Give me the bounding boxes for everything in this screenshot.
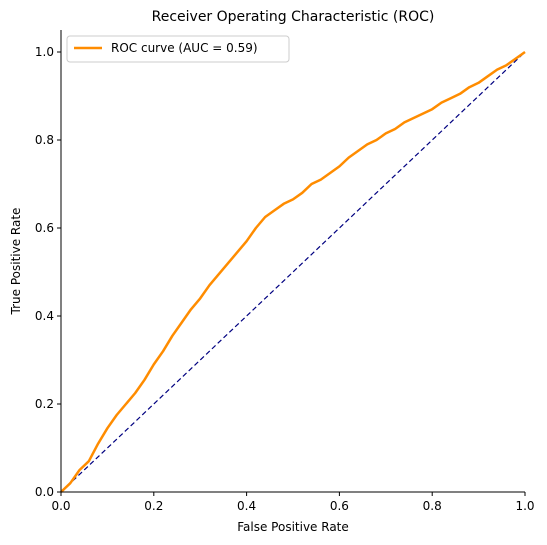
y-axis-label: True Positive Rate	[9, 208, 23, 316]
y-tick-label: 0.6	[35, 221, 54, 235]
x-axis-label: False Positive Rate	[237, 520, 349, 534]
y-tick-label: 0.0	[35, 485, 54, 499]
chart-title: Receiver Operating Characteristic (ROC)	[152, 9, 435, 25]
x-tick-label: 0.0	[51, 499, 70, 513]
chance-diagonal-line	[60, 51, 526, 493]
y-ticks: 0.0 0.2 0.4 0.6 0.8 1.0	[35, 45, 61, 499]
x-tick-label: 0.2	[144, 499, 163, 513]
x-tick-label: 0.4	[237, 499, 256, 513]
legend-label: ROC curve (AUC = 0.59)	[111, 41, 258, 55]
legend: ROC curve (AUC = 0.59)	[66, 35, 290, 63]
y-tick-label: 0.8	[35, 133, 54, 147]
x-tick-label: 1.0	[515, 499, 534, 513]
x-tick-label: 0.8	[423, 499, 442, 513]
x-tick-label: 0.6	[330, 499, 349, 513]
y-tick-label: 0.2	[35, 397, 54, 411]
x-ticks: 0.0 0.2 0.4 0.6 0.8 1.0	[51, 492, 535, 513]
plot-area	[60, 50, 526, 493]
legend-box	[66, 35, 290, 63]
roc-curve-line	[60, 50, 526, 493]
y-tick-label: 0.4	[35, 309, 54, 323]
y-tick-label: 1.0	[35, 45, 54, 59]
